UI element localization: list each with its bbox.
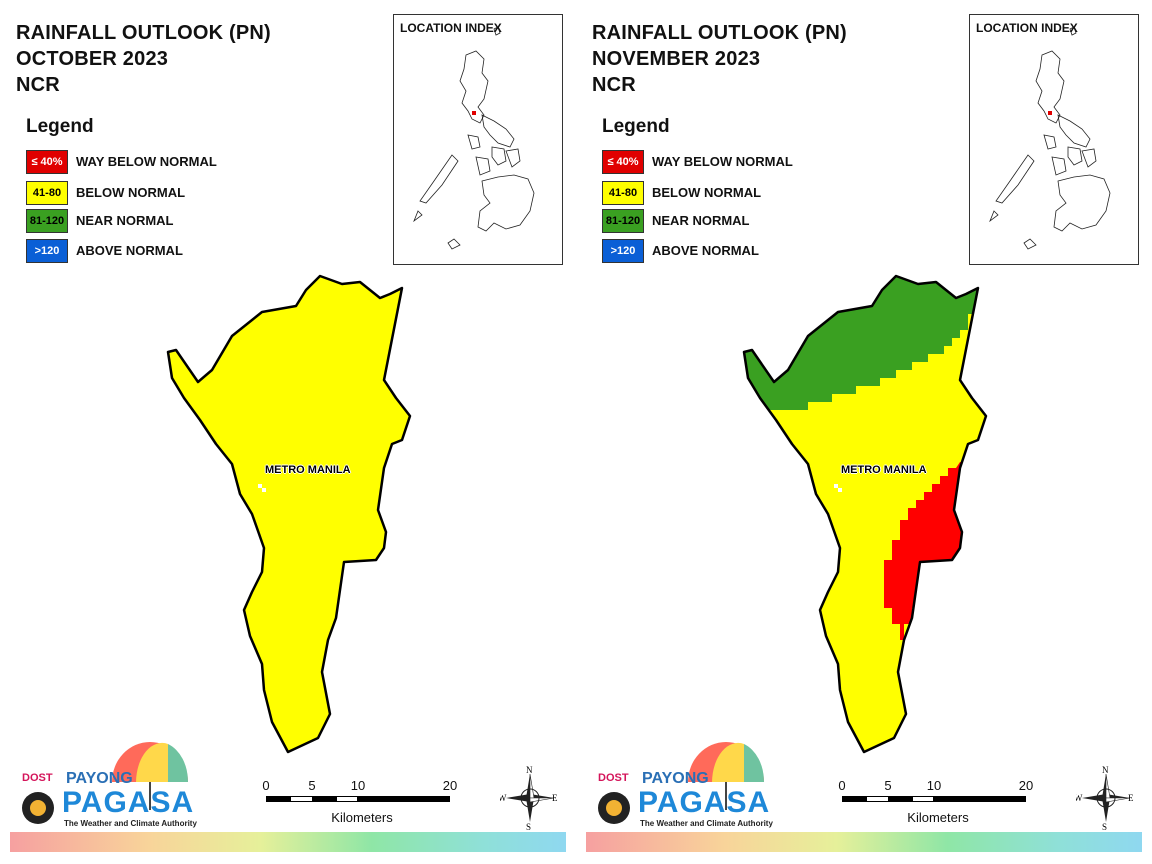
logo-tagline: The Weather and Climate Authority xyxy=(640,819,773,828)
legend-swatch: 41-80 xyxy=(602,181,644,205)
outlook-panel-october: RAINFALL OUTLOOK (PN) OCTOBER 2023 NCR L… xyxy=(10,14,566,852)
legend-label: NEAR NORMAL xyxy=(76,213,174,228)
payong-pagasa-logo: DOST PAYONG PAGASA The Weather and Clima… xyxy=(592,740,773,832)
title-line-1: RAINFALL OUTLOOK (PN) xyxy=(16,22,271,44)
north-arrow-icon: N S W E xyxy=(498,765,560,832)
scale-tick: 20 xyxy=(442,778,458,793)
scale-unit: Kilometers xyxy=(907,810,969,825)
scale-bar: 0 5 10 20 Kilometers xyxy=(262,778,462,838)
legend-title: Legend xyxy=(602,116,670,137)
logo-dost: DOST xyxy=(598,772,629,784)
title-month: NOVEMBER 2023 xyxy=(592,48,761,70)
legend-label: NEAR NORMAL xyxy=(652,213,750,228)
scale-tick: 5 xyxy=(884,778,892,793)
title-line-1: RAINFALL OUTLOOK (PN) xyxy=(592,22,847,44)
logo-dost: DOST xyxy=(22,772,53,784)
compass-e: E xyxy=(1128,793,1134,803)
scale-tick: 20 xyxy=(1018,778,1034,793)
logo-pagasa: PAGASA xyxy=(62,786,195,819)
compass-n: N xyxy=(526,766,533,775)
legend-label: ABOVE NORMAL xyxy=(76,243,183,258)
legend-swatch: ≤ 40% xyxy=(602,150,644,174)
legend-swatch: 81-120 xyxy=(602,209,644,233)
scale-unit: Kilometers xyxy=(331,810,393,825)
map-title: RAINFALL OUTLOOK (PN) OCTOBER 2023 NCR xyxy=(16,20,271,98)
ncr-boundary xyxy=(742,274,988,754)
legend-label: BELOW NORMAL xyxy=(652,185,762,200)
compass-s: S xyxy=(526,822,531,830)
compass-e: E xyxy=(552,793,558,803)
compass-n: N xyxy=(1102,766,1109,775)
philippines-inset-map xyxy=(413,26,535,250)
outlook-panel-november: RAINFALL OUTLOOK (PN) NOVEMBER 2023 NCR … xyxy=(576,0,1152,864)
logo-pagasa: PAGASA xyxy=(638,786,771,819)
location-index-inset: LOCATION INDEX xyxy=(969,14,1139,265)
logo-tagline: The Weather and Climate Authority xyxy=(64,819,197,828)
scale-bar: 0 5 10 20 Kilometers xyxy=(838,778,1038,838)
metro-manila-label: METRO MANILA xyxy=(841,464,927,476)
location-index-inset: LOCATION INDEX xyxy=(393,14,563,265)
legend-swatch: 81-120 xyxy=(26,209,68,233)
legend-swatch: ≤ 40% xyxy=(26,150,68,174)
ncr-location-marker xyxy=(1048,111,1052,115)
ncr-rainfall-map xyxy=(166,274,412,754)
footer-gradient-bar xyxy=(586,832,1142,852)
payong-pagasa-logo: DOST PAYONG PAGASA The Weather and Clima… xyxy=(16,740,197,832)
scale-tick: 10 xyxy=(926,778,942,793)
ncr-location-marker xyxy=(472,111,476,115)
zone-below-normal xyxy=(166,274,412,754)
ncr-rainfall-map xyxy=(742,274,988,754)
location-index-title: LOCATION INDEX xyxy=(400,21,502,35)
logo-payong: PAYONG xyxy=(66,770,133,787)
footer-gradient-bar xyxy=(10,832,566,852)
map-title: RAINFALL OUTLOOK (PN) NOVEMBER 2023 NCR xyxy=(592,20,847,98)
scale-tick: 0 xyxy=(262,778,270,793)
zone-way-below-normal xyxy=(884,462,968,640)
logo-payong: PAYONG xyxy=(642,770,709,787)
compass-s: S xyxy=(1102,822,1107,830)
compass-w: W xyxy=(500,793,507,803)
compass-w: W xyxy=(1076,793,1083,803)
legend-swatch: 41-80 xyxy=(26,181,68,205)
north-arrow-icon: N S W E xyxy=(1074,765,1136,832)
legend-title: Legend xyxy=(26,116,94,137)
scale-tick: 0 xyxy=(838,778,846,793)
scale-tick: 5 xyxy=(308,778,316,793)
scale-tick: 10 xyxy=(350,778,366,793)
location-index-title: LOCATION INDEX xyxy=(976,21,1078,35)
legend-swatch: >120 xyxy=(602,239,644,263)
legend-swatch: >120 xyxy=(26,239,68,263)
metro-manila-label: METRO MANILA xyxy=(265,464,351,476)
title-region: NCR xyxy=(16,74,60,96)
legend-label: WAY BELOW NORMAL xyxy=(76,154,217,169)
title-month: OCTOBER 2023 xyxy=(16,48,169,70)
title-region: NCR xyxy=(592,74,636,96)
legend-label: BELOW NORMAL xyxy=(76,185,186,200)
legend-label: WAY BELOW NORMAL xyxy=(652,154,793,169)
legend-label: ABOVE NORMAL xyxy=(652,243,759,258)
philippines-inset-map xyxy=(989,26,1111,250)
